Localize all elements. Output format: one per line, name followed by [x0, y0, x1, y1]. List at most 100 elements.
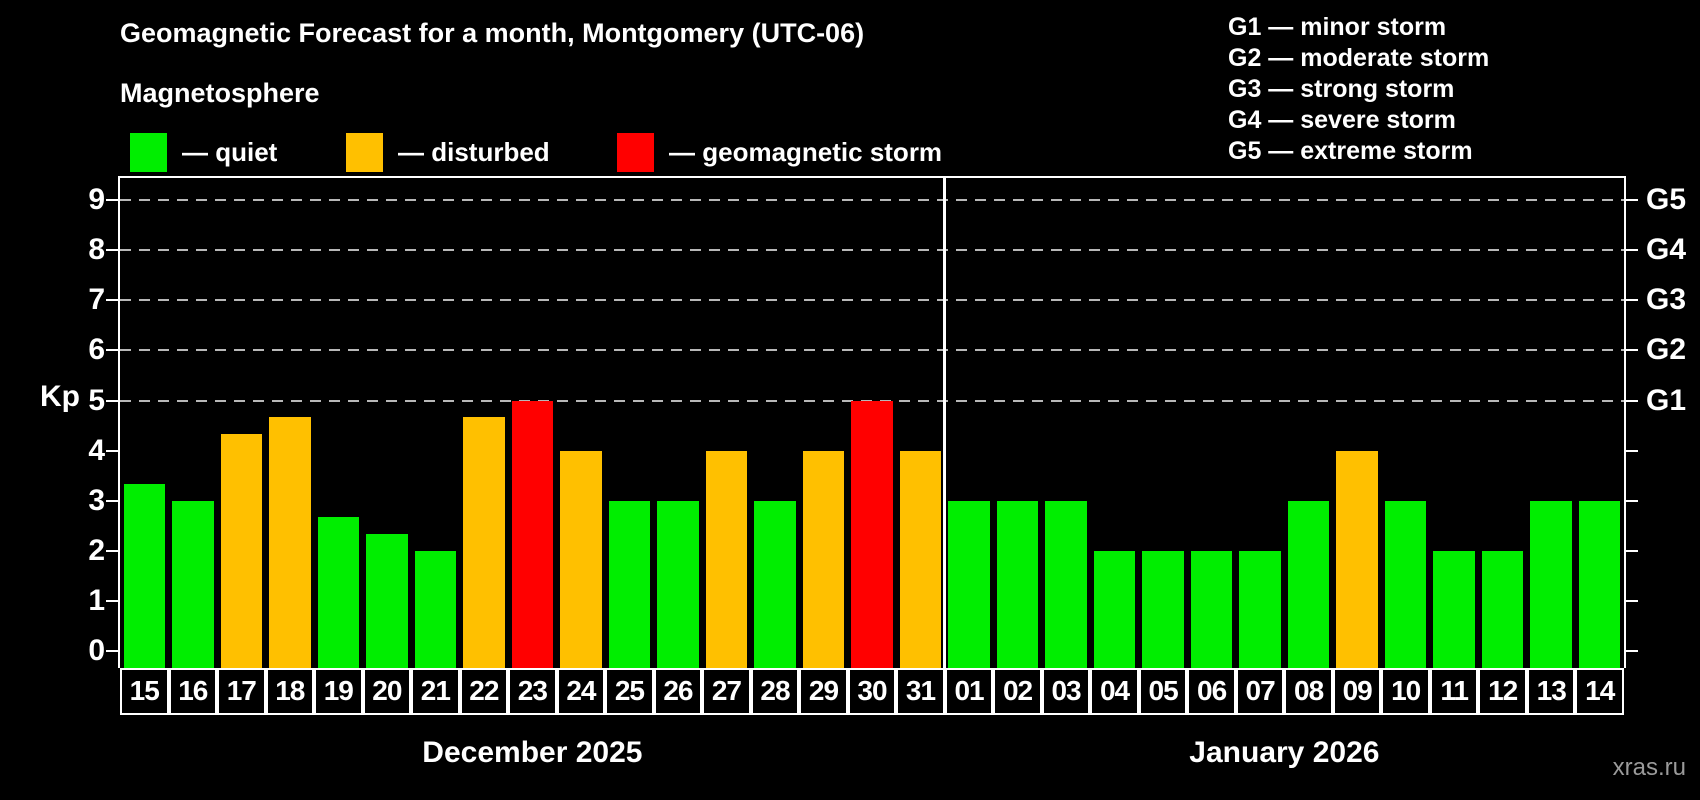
kp-bar-day-12: [1481, 550, 1524, 668]
date-cell: 19: [314, 668, 363, 715]
date-cell: 02: [993, 668, 1042, 715]
date-cell: 17: [217, 668, 266, 715]
date-cell: 28: [750, 668, 800, 715]
kp-bar-day-06: [1190, 550, 1233, 668]
legend-item-label: — geomagnetic storm: [669, 137, 943, 167]
date-cell: 14: [1575, 668, 1624, 715]
kp-bar-day-10: [1384, 500, 1427, 668]
month-label-row: December 2025 January 2026: [0, 736, 1700, 776]
y-axis-tick-label: 7: [88, 283, 105, 317]
plot-border-top: [118, 176, 1626, 178]
date-cell: 18: [265, 668, 315, 715]
y-axis-tick-label: 2: [88, 533, 105, 567]
y-axis-tick: [106, 549, 118, 552]
kp-bar-day-19: [317, 517, 360, 668]
kp-bar-day-25: [608, 500, 651, 668]
plot-border-left: [118, 178, 120, 668]
date-cell: 07: [1235, 668, 1285, 715]
kp-bar-day-20: [366, 534, 408, 668]
g-legend-line: G1 — minor storm: [1228, 13, 1447, 41]
g-legend-line: G3 — strong storm: [1228, 75, 1455, 103]
kp-bar-day-29: [802, 450, 845, 668]
date-cell: 01: [944, 668, 994, 715]
date-cell: 31: [896, 668, 945, 715]
month-label: December 2025: [422, 736, 643, 769]
date-cell: 20: [362, 668, 412, 715]
watermark: xras.ru: [1612, 754, 1686, 781]
kp-bar-day-14: [1578, 500, 1621, 668]
kp-bar-day-30: [851, 400, 893, 668]
right-axis-tick: [1626, 199, 1638, 202]
kp-bar-day-28: [754, 500, 796, 668]
kp-bar-day-07: [1239, 550, 1281, 668]
date-cell: 24: [556, 668, 606, 715]
disturbed-color-swatch: [346, 133, 383, 172]
grid-line-kp6: [120, 349, 1624, 352]
date-cell: 29: [799, 668, 848, 715]
date-cell: 06: [1187, 668, 1236, 715]
month-separator-line: [943, 178, 947, 668]
grid-line-kp7: [120, 299, 1624, 302]
y-axis-tick-label: 8: [88, 233, 105, 267]
y-axis-tick: [106, 449, 118, 452]
y-axis-tick-label: 1: [88, 583, 105, 617]
date-cell: 26: [653, 668, 703, 715]
g-scale-label-g2: G2: [1646, 333, 1687, 367]
g-scale-label-g5: G5: [1646, 183, 1687, 217]
quiet-color-swatch: [130, 133, 167, 172]
y-axis-tick: [106, 249, 118, 252]
y-axis-tick-label: 0: [88, 634, 105, 667]
kp-bar-day-11: [1433, 550, 1475, 668]
y-axis-tick-label: 5: [88, 383, 105, 417]
y-axis-tick: [106, 599, 118, 602]
kp-bar-day-13: [1530, 500, 1572, 668]
date-cell: 23: [508, 668, 557, 715]
g-scale-legend: G1 — minor storm G2 — moderate storm G3 — …: [1228, 12, 1489, 167]
g-scale-label-g1: G1: [1646, 383, 1687, 417]
kp-bar-day-27: [705, 450, 748, 668]
kp-bar-day-15: [123, 484, 166, 668]
y-axis-tick-label: 6: [88, 333, 105, 367]
kp-bar-day-24: [560, 450, 602, 668]
date-cell: 08: [1284, 668, 1333, 715]
date-cell: 10: [1381, 668, 1430, 715]
g-scale-label-g3: G3: [1646, 283, 1687, 317]
kp-bar-day-31: [899, 450, 942, 668]
date-cell: 11: [1429, 668, 1479, 715]
kp-bar-day-04: [1093, 550, 1136, 668]
date-cell: 05: [1138, 668, 1188, 715]
chart-title: Geomagnetic Forecast for a month, Montgo…: [120, 18, 865, 48]
y-axis-tick-label: 9: [88, 183, 105, 217]
right-axis-tick: [1626, 349, 1638, 352]
legend-item-disturbed: — disturbed: [346, 133, 550, 172]
right-axis-tick: [1626, 599, 1638, 602]
g-scale-label-g4: G4: [1646, 233, 1687, 267]
legend-item-quiet: — quiet: [130, 133, 277, 172]
kp-bar-day-09: [1336, 450, 1378, 668]
date-cell: 09: [1332, 668, 1382, 715]
legend-item-label: — quiet: [182, 137, 278, 167]
y-axis-tick: [106, 650, 118, 652]
date-cell: 25: [605, 668, 654, 715]
date-cell: 30: [847, 668, 897, 715]
y-axis-title: Kp: [40, 380, 80, 413]
plot-area: 0 1 2 3 4 5 6 7 8 9 G1 G2 G3 G4 G5: [88, 176, 1686, 668]
date-cell: 27: [702, 668, 751, 715]
kp-bar-day-26: [657, 500, 699, 668]
status-legend: — quiet — disturbed — geomagnetic storm: [0, 133, 1700, 177]
date-cell: 13: [1526, 668, 1576, 715]
date-cell: 12: [1478, 668, 1527, 715]
storm-color-swatch: [617, 133, 654, 172]
right-axis-tick: [1626, 299, 1638, 302]
y-axis-tick-label: 3: [88, 483, 105, 517]
kp-bar-day-22: [463, 417, 505, 668]
g-legend-line: G4 — severe storm: [1228, 106, 1456, 134]
g-legend-line: G2 — moderate storm: [1228, 44, 1490, 72]
y-axis-tick: [106, 399, 118, 402]
kp-bar-day-17: [220, 434, 263, 668]
kp-bar-day-23: [511, 400, 554, 668]
magnetosphere-label: Magnetosphere: [120, 78, 320, 108]
legend-item-storm: — geomagnetic storm: [617, 133, 942, 172]
date-cell: 15: [120, 668, 169, 715]
